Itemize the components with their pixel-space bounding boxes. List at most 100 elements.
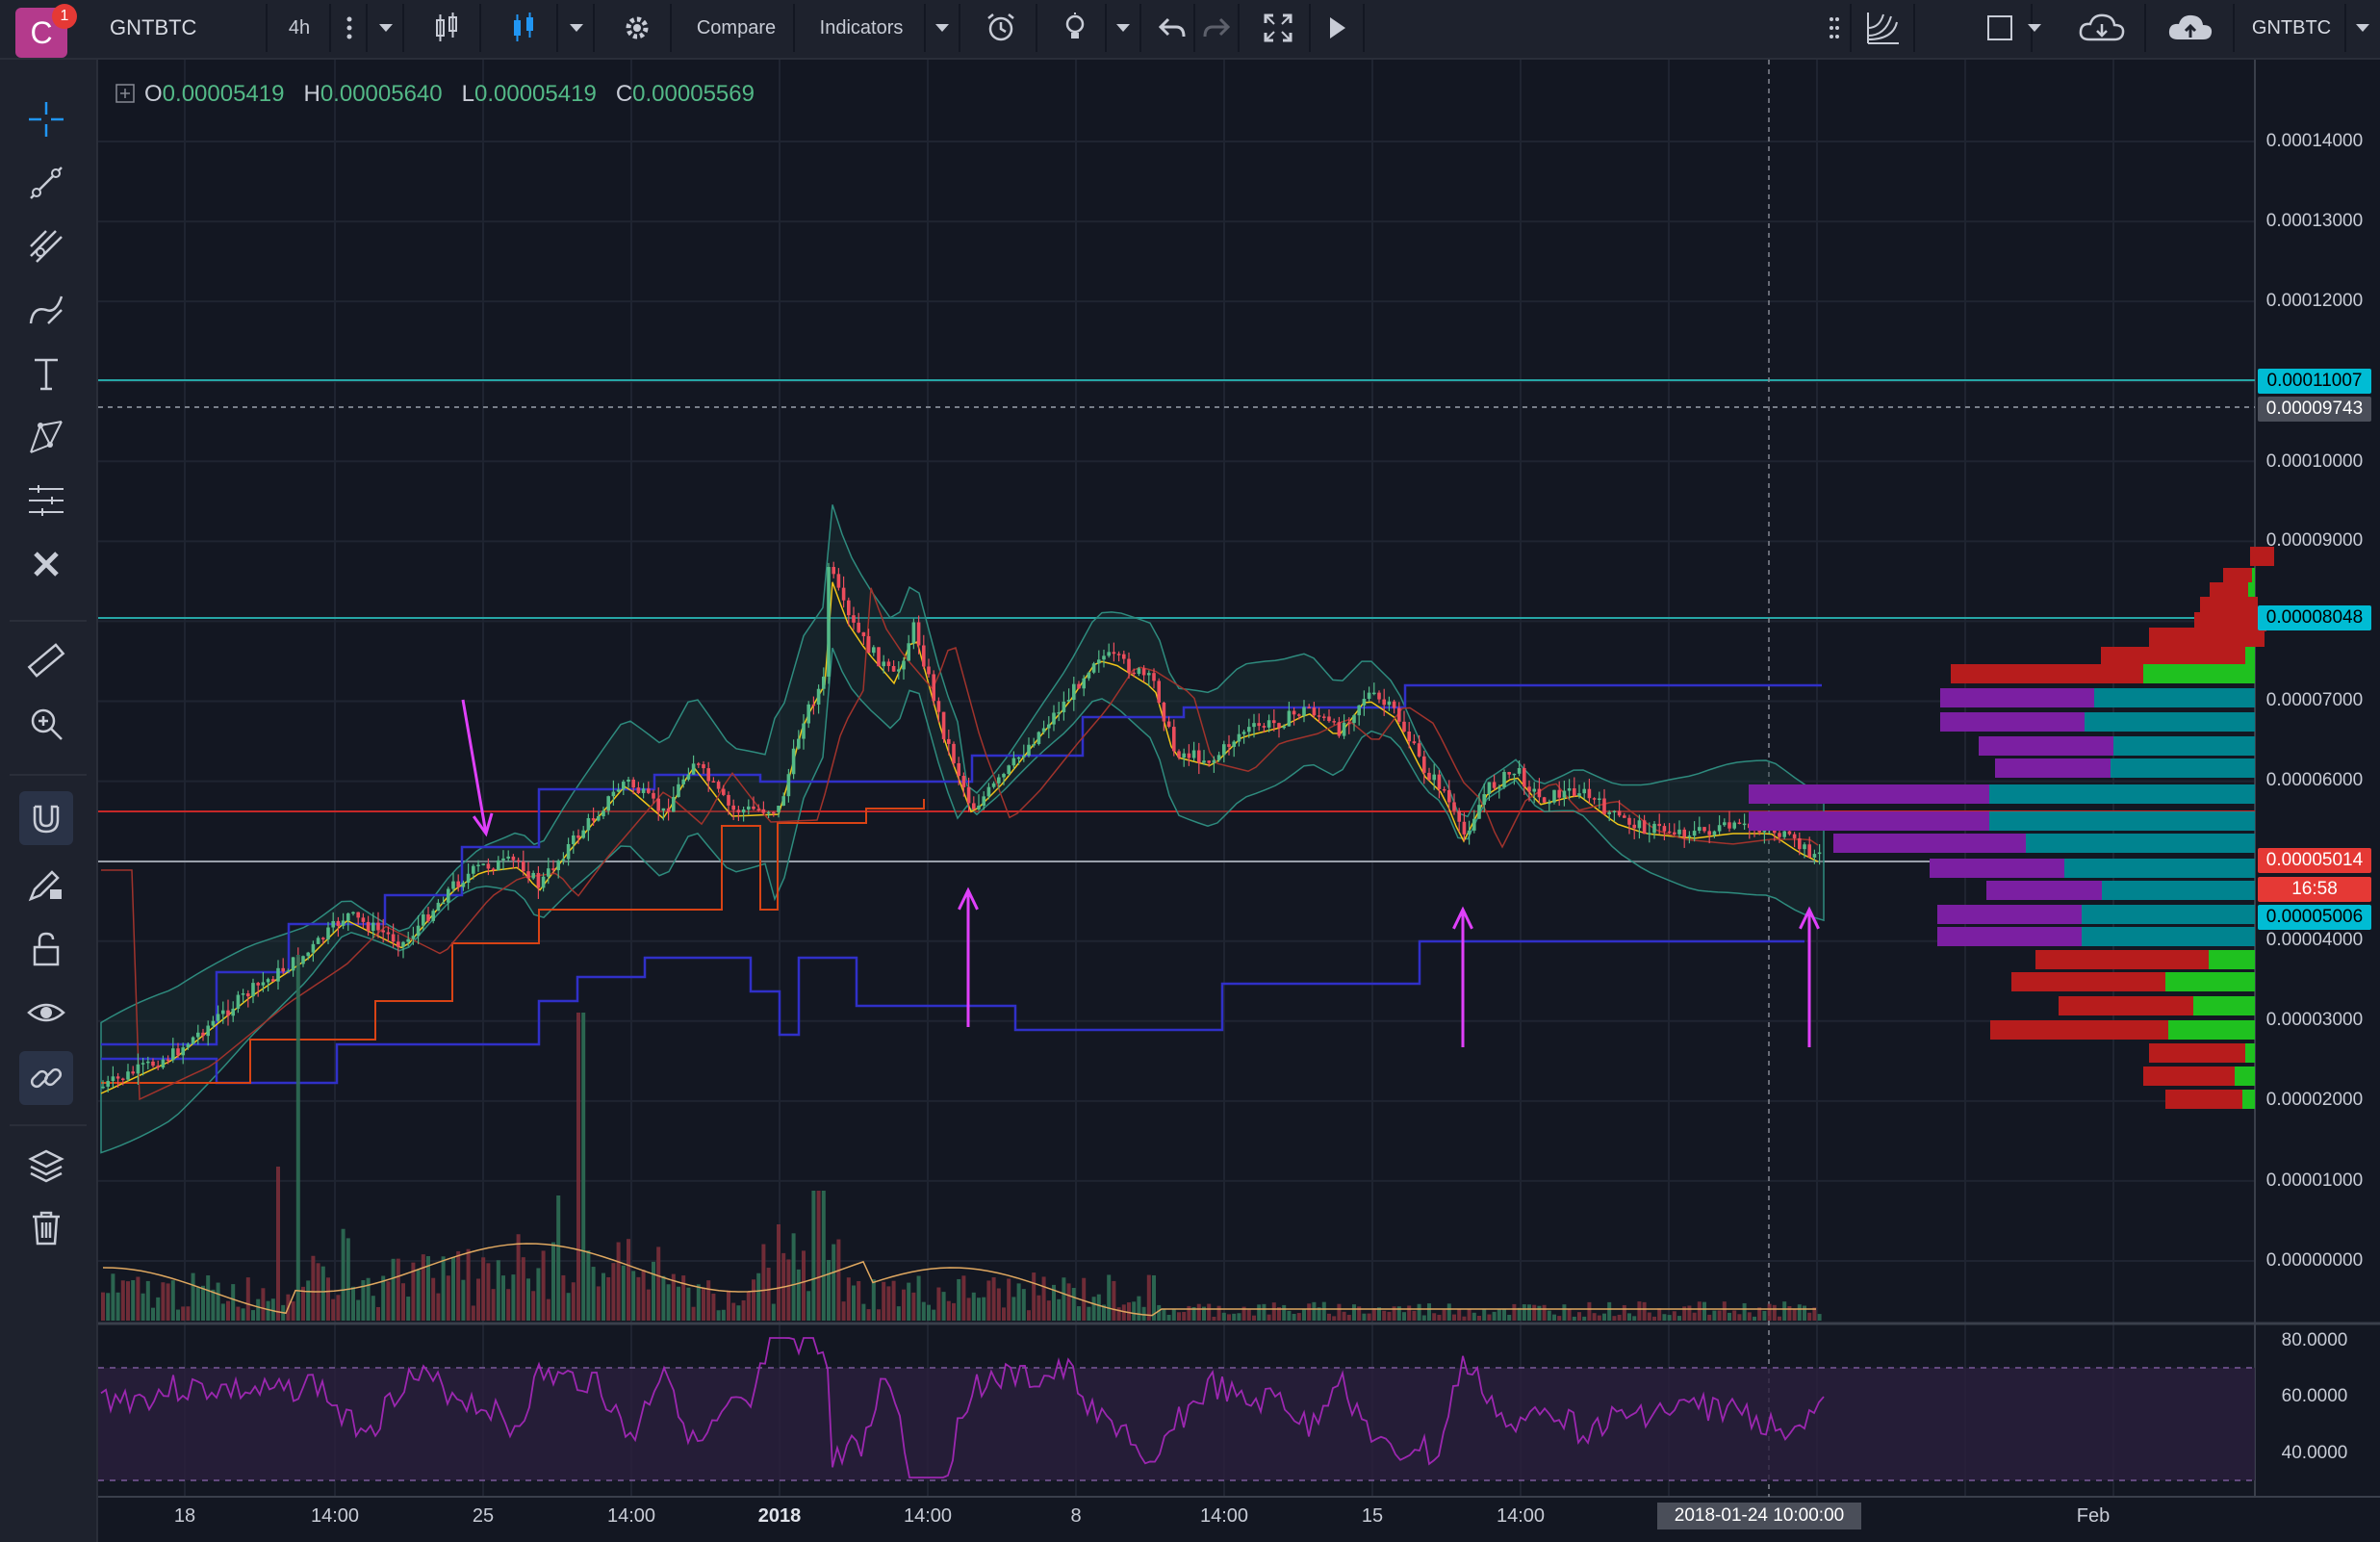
cloud-download-icon[interactable] (2060, 4, 2146, 52)
play-icon[interactable] (1313, 4, 1365, 52)
candle-body (1648, 833, 1651, 835)
candle-body (566, 843, 571, 860)
volume-profile-bar (1937, 905, 2082, 924)
trend-line-icon[interactable] (19, 156, 73, 210)
more-vert-icon[interactable] (333, 4, 368, 52)
compare-button[interactable]: Compare (679, 4, 795, 52)
volume-profile-bar (1937, 927, 2082, 946)
candle-body (341, 920, 345, 926)
volume-bar (1662, 1314, 1667, 1321)
candle-body (1537, 788, 1542, 798)
eye-icon[interactable] (19, 986, 73, 1040)
pattern-icon[interactable] (19, 410, 73, 464)
volume-bar (1087, 1306, 1091, 1321)
volume-bar (1057, 1298, 1062, 1321)
volume-bar (1421, 1315, 1426, 1321)
drawing-toolbar (0, 60, 98, 1542)
candle-body (966, 786, 971, 804)
chart-type-dropdown-icon[interactable] (560, 4, 595, 52)
candle-body (1252, 723, 1256, 728)
text-icon[interactable] (19, 347, 73, 400)
bar-chart-icon[interactable] (414, 4, 481, 52)
expand-legend-icon[interactable] (115, 84, 135, 103)
remove-icon[interactable] (19, 537, 73, 591)
gear-icon[interactable] (604, 4, 672, 52)
trash-icon[interactable] (19, 1201, 73, 1255)
fullscreen-icon[interactable] (1247, 4, 1311, 52)
candle-body (1022, 756, 1026, 758)
symbol-search[interactable]: GNTBTC (96, 4, 268, 52)
volume-bar (1753, 1316, 1756, 1321)
link-icon[interactable] (19, 1051, 73, 1105)
right-symbol-button[interactable]: GNTBTC (2239, 4, 2346, 52)
volume-bar (156, 1297, 161, 1321)
redo-icon[interactable] (1195, 4, 1240, 52)
candle-body (1612, 810, 1617, 813)
candle-body (231, 1008, 235, 1016)
crosshair-icon[interactable] (19, 92, 73, 146)
candle-body (1032, 743, 1036, 746)
volume-bar (786, 1259, 791, 1321)
volume-bar (841, 1301, 846, 1321)
moving-average-fast (100, 581, 1819, 1094)
lock-icon[interactable] (19, 922, 73, 976)
candle-body (1052, 712, 1056, 725)
candle-body (1097, 659, 1101, 664)
lightbulb-icon[interactable] (1045, 4, 1107, 52)
arrow-down-annotation-head (472, 812, 494, 837)
candle-body (191, 1037, 195, 1044)
ruler-icon[interactable] (19, 633, 73, 687)
chart-canvas[interactable] (98, 60, 2380, 1542)
close-value: 0.00005569 (632, 81, 755, 107)
candle-body (1197, 750, 1201, 763)
candle-body (1036, 732, 1041, 744)
alarm-icon[interactable] (968, 4, 1037, 52)
candle-body (356, 912, 360, 918)
volume-bar (176, 1309, 180, 1321)
candle-body (741, 810, 746, 813)
fib-icon[interactable] (1854, 4, 1915, 52)
volume-profile-bar (2064, 859, 2255, 878)
candle-body (1742, 823, 1747, 826)
volume-bar (1227, 1314, 1231, 1321)
candle-body (336, 920, 341, 926)
candle-body (276, 967, 280, 982)
candle-body (1302, 707, 1306, 716)
time-label: 2018 (757, 1505, 802, 1527)
magnet-icon[interactable] (19, 791, 73, 845)
volume-profile-bar (2165, 972, 2255, 991)
interval-button[interactable]: 4h (269, 4, 331, 52)
candle-body (1527, 786, 1531, 792)
volume-bar (1141, 1306, 1146, 1321)
zoom-icon[interactable] (19, 697, 73, 751)
dropdown-icon[interactable] (370, 4, 404, 52)
volume-profile-bar (2094, 688, 2255, 707)
candle-body (736, 810, 741, 813)
candle-body (1082, 678, 1086, 689)
right-symbol-dropdown-icon[interactable] (2346, 4, 2379, 52)
candle-body (1002, 774, 1006, 778)
cloud-upload-icon[interactable] (2148, 4, 2235, 52)
layers-icon[interactable] (19, 1138, 73, 1192)
candle-body (321, 938, 325, 939)
candle-body (922, 645, 926, 667)
candle-body (877, 647, 881, 667)
candle-body (371, 922, 375, 931)
lightbulb-dropdown-icon[interactable] (1107, 4, 1141, 52)
brush-icon[interactable] (19, 283, 73, 337)
indicators-button[interactable]: Indicators (799, 4, 926, 52)
pitchfork-icon[interactable] (19, 219, 73, 273)
measure-lines-icon[interactable] (19, 474, 73, 527)
pencil-lock-icon[interactable] (19, 857, 73, 911)
undo-icon[interactable] (1151, 4, 1195, 52)
candle-body (1367, 692, 1371, 699)
candle-chart-icon[interactable] (491, 4, 558, 52)
volume-bar (596, 1286, 601, 1321)
volume-bar (311, 1255, 316, 1321)
grip-icon[interactable] (1819, 4, 1852, 52)
square-dropdown-icon[interactable] (2017, 4, 2052, 52)
indicators-dropdown-icon[interactable] (926, 4, 960, 52)
candle-body (1577, 793, 1581, 796)
candle-body (836, 574, 841, 588)
volume-bar (1296, 1313, 1301, 1321)
